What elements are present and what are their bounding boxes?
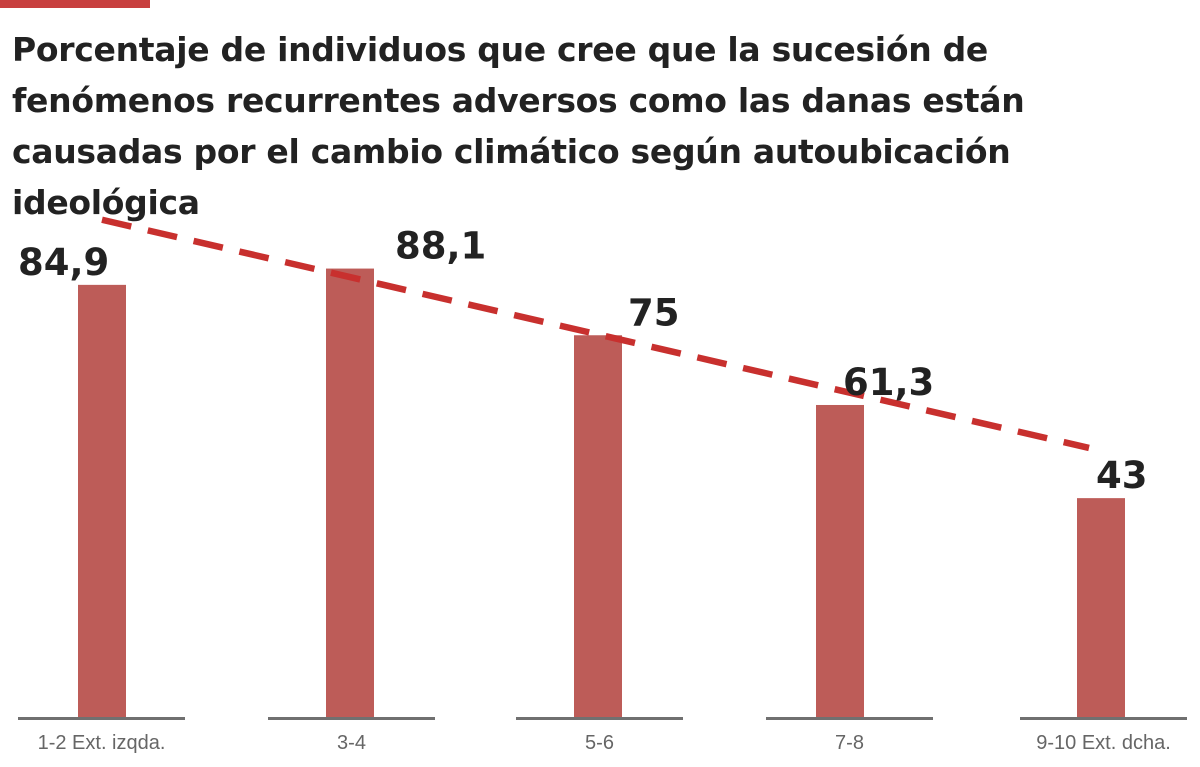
category-label-3: 5-6 (585, 732, 614, 754)
value-label-4: 61,3 (843, 361, 934, 404)
category-label-1: 1-2 Ext. izqda. (38, 732, 166, 754)
value-label-2: 88,1 (395, 225, 486, 268)
bar-5 (1077, 498, 1125, 717)
chart-title: Porcentaje de individuos que cree que la… (12, 30, 1025, 222)
category-label-4: 7-8 (835, 732, 864, 754)
trend-line (101, 216, 1090, 452)
category-label-2: 3-4 (337, 732, 366, 754)
bar-1 (78, 284, 126, 717)
category-label-5: 9-10 Ext. dcha. (1036, 732, 1171, 754)
value-label-5: 43 (1096, 454, 1148, 497)
accent-bar (0, 0, 150, 8)
bar-4 (816, 404, 864, 717)
bar-2 (326, 268, 374, 717)
bar-3 (574, 335, 622, 717)
value-label-1: 84,9 (18, 241, 109, 284)
value-label-3: 75 (628, 291, 680, 334)
